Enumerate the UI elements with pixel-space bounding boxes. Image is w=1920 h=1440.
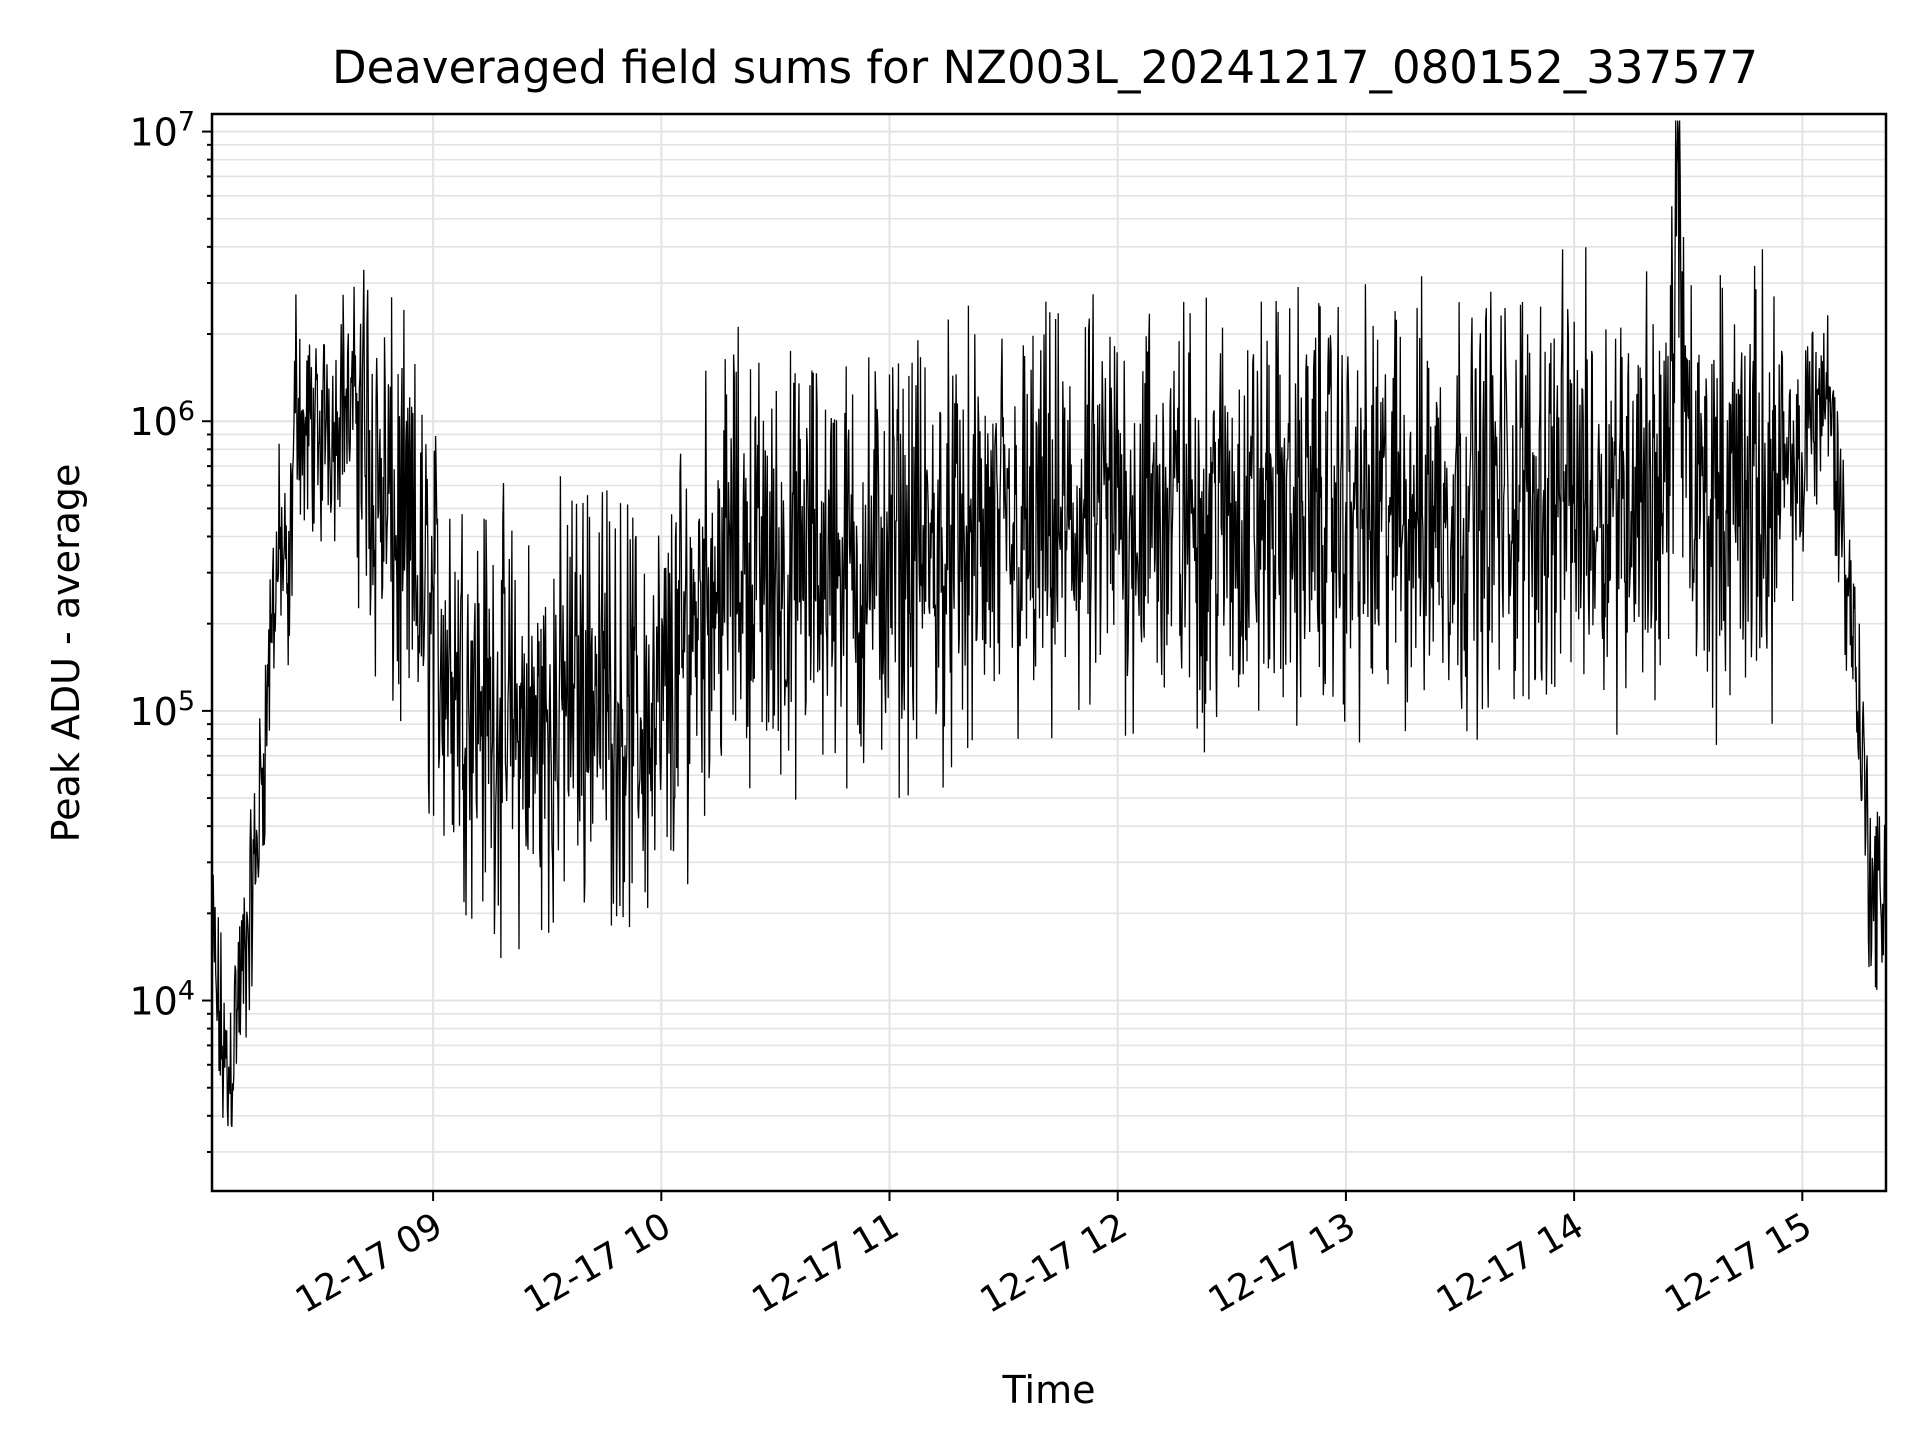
y-tick-label-base: 10 bbox=[129, 111, 177, 155]
y-tick-label-exponent: 4 bbox=[178, 976, 195, 1007]
y-tick-label-base: 10 bbox=[129, 980, 177, 1024]
y-tick-label-exponent: 5 bbox=[178, 686, 195, 717]
x-tick-label: 12-17 13 bbox=[1202, 1205, 1363, 1321]
x-axis: 12-17 09 12-17 10 12-17 11 12-17 12 12-17 13… bbox=[289, 1191, 1819, 1322]
x-tick-label: 12-17 10 bbox=[517, 1205, 678, 1321]
x-tick-label: 12-17 15 bbox=[1658, 1205, 1819, 1321]
y-axis-label: Peak ADU - average bbox=[44, 464, 88, 843]
y-tick-label: 106 bbox=[129, 396, 195, 444]
chart-title: Deaveraged field sums for NZ003L_2024121… bbox=[332, 41, 1758, 94]
y-tick-label-exponent: 6 bbox=[178, 396, 195, 427]
y-tick-label: 107 bbox=[129, 107, 195, 155]
series-layer bbox=[211, 120, 1887, 1128]
y-tick-label: 105 bbox=[129, 686, 195, 734]
x-tick-label: 12-17 11 bbox=[745, 1205, 906, 1321]
x-axis-label: Time bbox=[1002, 1368, 1096, 1412]
y-tick-label-exponent: 7 bbox=[178, 107, 195, 138]
y-tick-label-base: 10 bbox=[129, 400, 177, 444]
x-tick-label: 12-17 14 bbox=[1430, 1205, 1591, 1321]
series-line bbox=[211, 120, 1887, 1128]
y-tick-label-base: 10 bbox=[129, 690, 177, 734]
grid bbox=[212, 114, 1886, 1191]
x-tick-label: 12-17 09 bbox=[289, 1205, 450, 1321]
plot-frame bbox=[210, 112, 1888, 1193]
y-tick-label: 104 bbox=[129, 976, 195, 1024]
x-tick-label: 12-17 12 bbox=[974, 1205, 1135, 1321]
